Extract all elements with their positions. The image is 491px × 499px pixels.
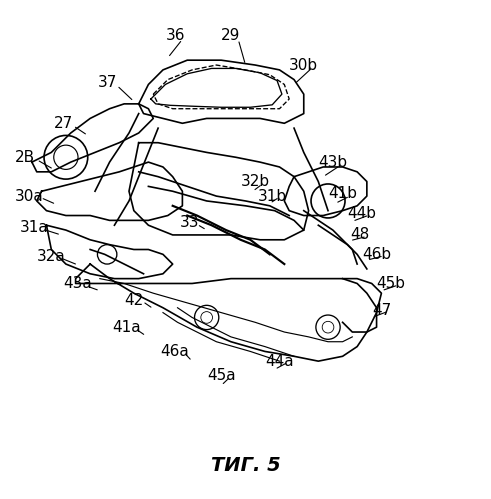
Text: 41a: 41a [112, 320, 141, 335]
Text: ΤИГ. 5: ΤИГ. 5 [211, 456, 280, 475]
Text: 48: 48 [350, 228, 369, 243]
Text: 46b: 46b [362, 247, 391, 262]
Text: 47: 47 [372, 303, 391, 318]
Text: 37: 37 [97, 74, 117, 89]
Text: 32a: 32a [37, 250, 66, 264]
Text: 45a: 45a [207, 368, 236, 383]
Text: 31a: 31a [20, 220, 49, 235]
Text: 29: 29 [221, 28, 241, 43]
Text: 41b: 41b [328, 186, 357, 201]
Text: 31b: 31b [258, 189, 287, 204]
Text: 43a: 43a [64, 276, 92, 291]
Text: 36: 36 [165, 28, 185, 43]
Text: 30a: 30a [15, 189, 44, 204]
Text: 44b: 44b [348, 206, 377, 221]
Text: 46a: 46a [161, 344, 190, 359]
Text: 27: 27 [54, 116, 73, 131]
Text: 32b: 32b [241, 174, 270, 189]
Text: 30b: 30b [289, 57, 318, 72]
Text: 42: 42 [124, 293, 143, 308]
Text: 33: 33 [180, 215, 199, 231]
Text: 43b: 43b [318, 155, 348, 170]
Text: 2B: 2B [15, 150, 35, 165]
Text: 44a: 44a [265, 354, 294, 369]
Text: 45b: 45b [377, 276, 406, 291]
